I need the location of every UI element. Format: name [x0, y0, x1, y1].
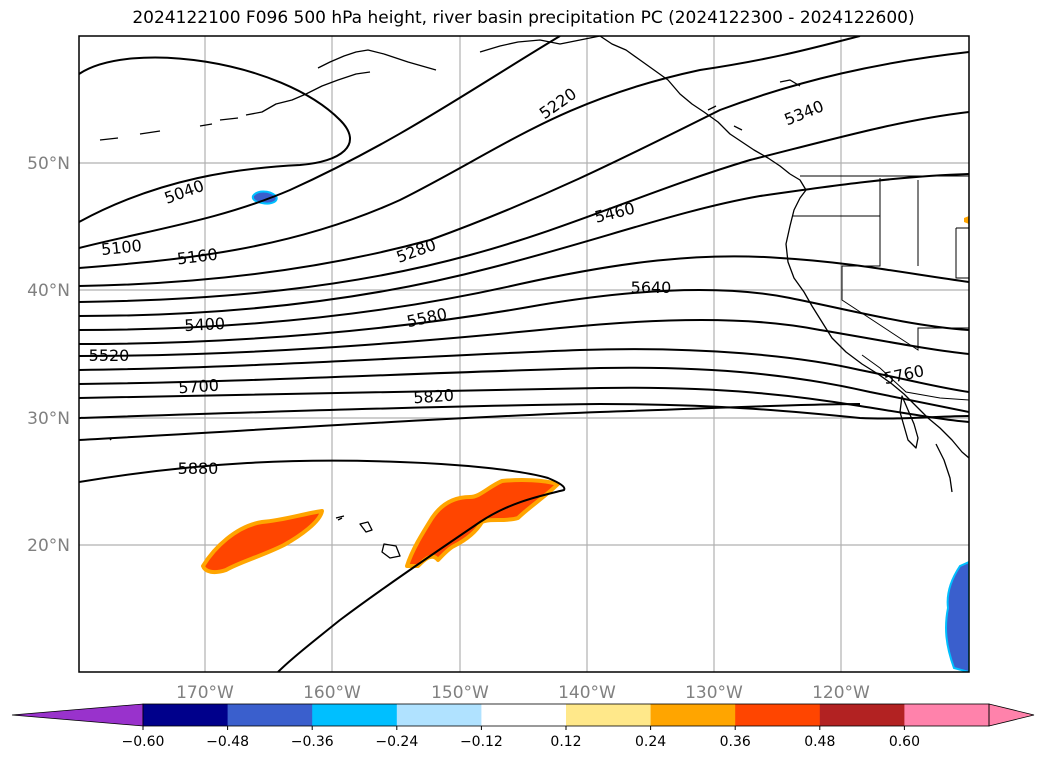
- lon-tick-label: 150°W: [431, 683, 489, 703]
- lat-tick-label: 40°N: [27, 281, 70, 301]
- contour-label: 5100: [100, 236, 142, 259]
- colorbar-segment: [396, 704, 482, 726]
- colorbar-segment: [481, 704, 567, 726]
- contour-label: 5340: [782, 96, 827, 129]
- state-borders: [792, 175, 969, 401]
- colorbar-tick-label: −0.24: [375, 734, 418, 750]
- contour-label: 5160: [176, 245, 219, 269]
- colorbar: [11, 703, 1035, 727]
- colorbar-tick-label: 0.60: [889, 734, 920, 750]
- colorbar-tick-label: 0.48: [804, 734, 835, 750]
- colorbar-tick-label: −0.60: [122, 734, 165, 750]
- colorbar-segment: [566, 704, 652, 726]
- colorbar-tick-label: 0.36: [720, 734, 751, 750]
- precip-negative-shading: [251, 190, 969, 672]
- lon-tick-label: 160°W: [303, 683, 361, 703]
- contour-label: 5820: [413, 386, 455, 408]
- lon-tick-label: 170°W: [176, 683, 234, 703]
- contour-label: 5520: [89, 346, 130, 365]
- colorbar-tick-label: 0.24: [635, 734, 666, 750]
- contour-label: 5040: [162, 176, 207, 208]
- contour-label: 5640: [631, 278, 672, 297]
- colorbar-segment: [650, 704, 736, 726]
- colorbar-segment: [312, 704, 398, 726]
- contour-label: 5400: [184, 314, 226, 335]
- colorbar-extend-max: [988, 703, 1035, 727]
- latitude-tick-labels: 50°N 40°N 30°N 20°N: [27, 154, 70, 556]
- lon-tick-label: 130°W: [685, 683, 743, 703]
- colorbar-segment: [143, 704, 229, 726]
- colorbar-tick-label: 0.12: [550, 734, 581, 750]
- colorbar-tick-label: −0.36: [291, 734, 334, 750]
- colorbar-segment: [904, 704, 990, 726]
- map-frame: [78, 35, 970, 673]
- contour-label: 5880: [178, 459, 219, 478]
- colorbar-tick-label: −0.12: [460, 734, 503, 750]
- lat-tick-label: 50°N: [27, 154, 70, 174]
- map-title: 2024122100 F096 500 hPa height, river ba…: [132, 8, 915, 28]
- lat-tick-label: 30°N: [27, 409, 70, 429]
- contour-label: 5700: [178, 376, 220, 398]
- longitude-tick-labels: 170°W 160°W 150°W 140°W 130°W 120°W: [176, 683, 870, 703]
- contour-label: 5580: [405, 304, 449, 331]
- colorbar-segment: [819, 704, 905, 726]
- colorbar-segment: [227, 704, 313, 726]
- colorbar-labels: −0.60 −0.48 −0.36 −0.24 −0.12 0.12 0.24 0.36 0.4…: [122, 726, 920, 750]
- contour-label: 5280: [394, 235, 439, 267]
- height-contours: [79, 36, 969, 672]
- lon-tick-label: 140°W: [558, 683, 616, 703]
- contour-label: 5460: [593, 199, 637, 227]
- lon-tick-label: 120°W: [812, 683, 870, 703]
- lat-tick-label: 20°N: [27, 536, 70, 556]
- contour-label: 5760: [882, 361, 926, 388]
- colorbar-extend-min: [11, 703, 144, 727]
- colorbar-segment: [735, 704, 821, 726]
- colorbar-tick-label: −0.48: [206, 734, 249, 750]
